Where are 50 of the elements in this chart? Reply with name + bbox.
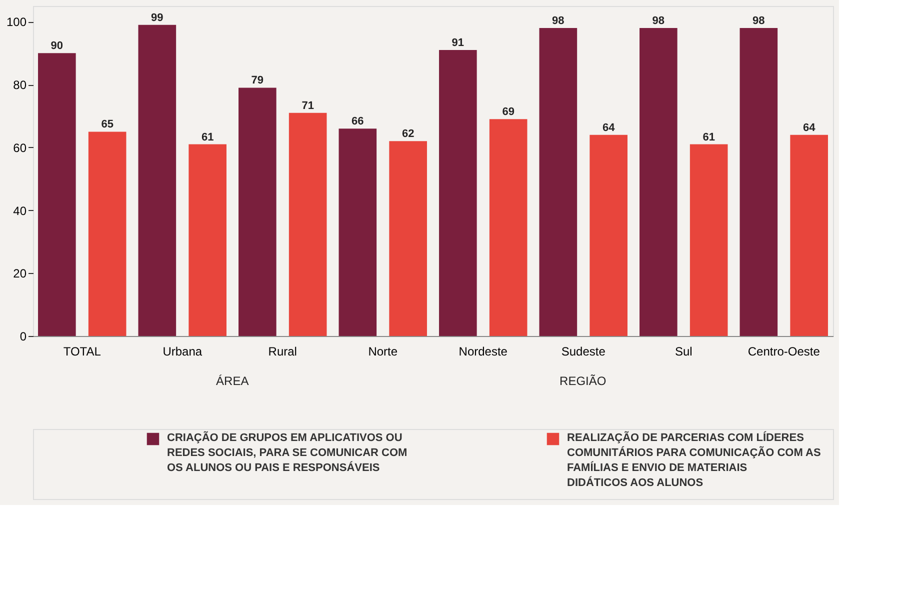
data-label: 98	[752, 15, 765, 27]
y-tick-label: 100	[6, 15, 27, 30]
data-label: 98	[552, 15, 564, 27]
bar	[188, 144, 226, 336]
bar	[439, 50, 477, 336]
bar	[489, 119, 528, 336]
data-label: 64	[802, 122, 816, 134]
legend-label: REALIZAÇÃO DE PARCERIAS COM LÍDERES COMUNITÁRIOS PARA COMUNICAÇÃO COM AS FAMÍLIAS E ENVIO DE MATERIAIS DIDÁTICOS AOS ALUNOS	[567, 431, 821, 489]
y-tick-label: 60	[13, 140, 27, 155]
x-tick-label: Nordeste	[458, 344, 508, 358]
data-label: 98	[652, 15, 665, 27]
bar	[338, 128, 377, 336]
x-tick-label: Sudeste	[561, 344, 606, 358]
bar	[38, 53, 76, 336]
x-tick-label: Centro-Oeste	[748, 344, 820, 358]
x-tick-label: Norte	[368, 344, 398, 358]
data-label: 91	[452, 37, 464, 49]
data-label: 99	[151, 12, 164, 24]
y-tick-label: 40	[13, 204, 27, 218]
text: ÁREA	[216, 374, 249, 388]
x-tick-label: Urbana	[162, 344, 202, 358]
data-label: 79	[251, 74, 264, 87]
data-label: 61	[201, 131, 214, 144]
data-label: 65	[101, 118, 114, 131]
data-label: 71	[302, 100, 314, 112]
bar	[590, 134, 628, 336]
bar	[690, 144, 728, 336]
bar	[288, 112, 327, 336]
bar	[389, 141, 427, 336]
y-tick-label: 80	[13, 78, 27, 92]
data-label: 66	[352, 116, 364, 128]
x-tick-label: Rural	[268, 344, 297, 358]
data-label: 62	[402, 128, 414, 140]
bar	[790, 134, 828, 336]
x-tick-label: Sul	[674, 344, 692, 358]
data-label: 61	[702, 131, 715, 144]
y-tick-label: 0	[20, 330, 27, 344]
legend-label: CRIAÇÃO DE GRUPOS EM APLICATIVOS OU REDES SOCIAIS, PARA SE COMUNICAR COM OS ALUNOS OU PAIS E RESPONSÁVEIS	[167, 431, 408, 474]
data-label: 64	[602, 122, 616, 134]
data-label: 90	[50, 40, 64, 52]
data-label: 69	[502, 106, 514, 118]
bar	[740, 28, 778, 336]
text: REGIÃO	[560, 374, 606, 388]
bar	[539, 28, 578, 336]
bar	[88, 132, 126, 336]
bar	[640, 28, 678, 336]
y-tick-label: 20	[13, 266, 27, 281]
bar	[238, 88, 276, 336]
x-tick-label: TOTAL	[63, 344, 102, 358]
bar	[138, 24, 176, 336]
